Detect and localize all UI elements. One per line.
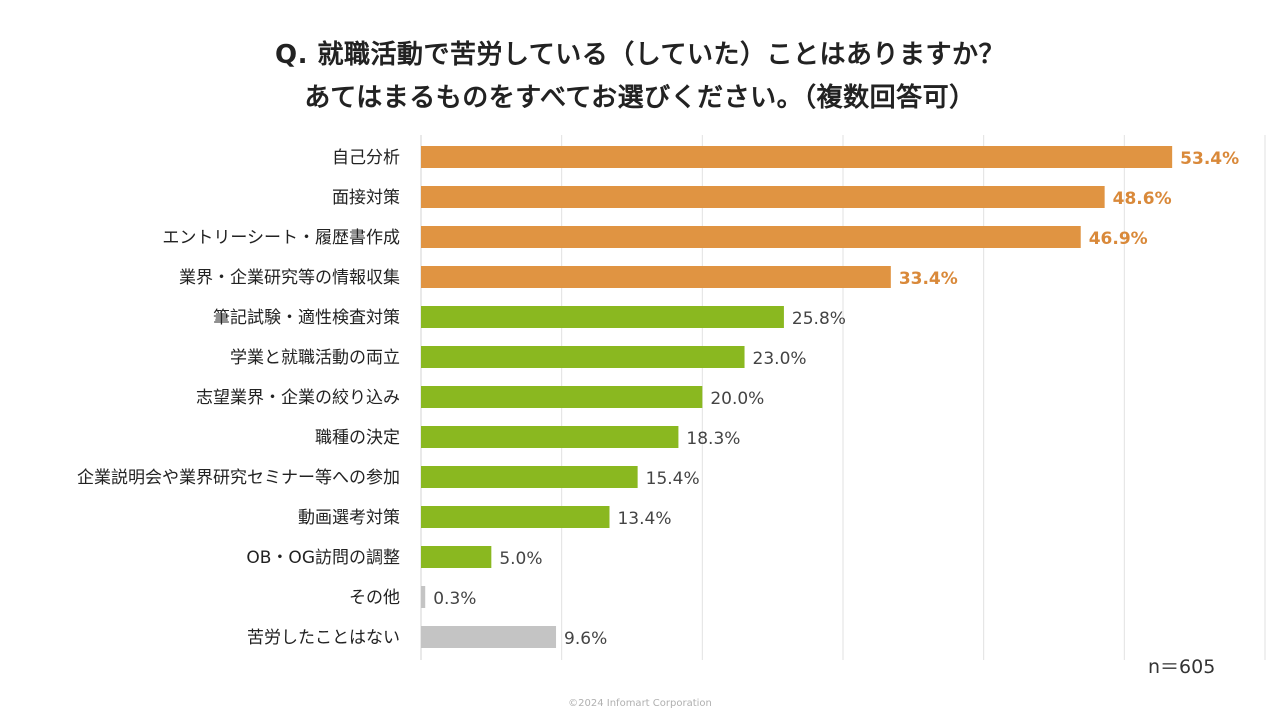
- category-label: OB・OG訪問の調整: [246, 548, 400, 568]
- bar: [421, 546, 492, 568]
- bar: [421, 186, 1105, 208]
- bar: [421, 626, 557, 648]
- value-label: 0.3%: [433, 589, 476, 609]
- value-label: 13.4%: [617, 509, 671, 529]
- category-label: 志望業界・企業の絞り込み: [196, 388, 400, 408]
- bar: [421, 306, 784, 328]
- category-label: 企業説明会や業界研究セミナー等への参加: [77, 468, 400, 488]
- value-label: 20.0%: [710, 389, 764, 409]
- sample-size: n＝605: [1148, 656, 1216, 678]
- bar: [421, 346, 745, 368]
- bar: [421, 266, 891, 288]
- bar: [421, 586, 426, 608]
- category-label: エントリーシート・履歴書作成: [162, 228, 400, 248]
- value-label: 33.4%: [899, 269, 958, 289]
- category-labels: 自己分析面接対策エントリーシート・履歴書作成業界・企業研究等の情報収集筆記試験・…: [77, 148, 400, 648]
- category-label: 学業と就職活動の両立: [230, 348, 400, 368]
- category-label: 職種の決定: [315, 428, 400, 448]
- value-label: 9.6%: [564, 629, 607, 649]
- bars: [421, 146, 1173, 648]
- chart-title-line-1: Q. 就職活動で苦労している（していた）ことはありますか？: [275, 40, 1005, 70]
- value-label: 18.3%: [686, 429, 740, 449]
- bar: [421, 466, 638, 488]
- value-label: 5.0%: [499, 549, 542, 569]
- footer-copyright: ©2024 Infomart Corporation: [568, 698, 712, 709]
- bar: [421, 506, 610, 528]
- category-label: 筆記試験・適性検査対策: [213, 308, 400, 328]
- category-label: 苦労したことはない: [247, 628, 400, 648]
- bar: [421, 226, 1081, 248]
- value-label: 23.0%: [753, 349, 807, 369]
- value-label: 53.4%: [1180, 149, 1239, 169]
- value-label: 48.6%: [1113, 189, 1172, 209]
- category-label: 面接対策: [332, 188, 400, 208]
- value-labels: 53.4% 48.6% 46.9% 33.4% 25.8% 23.0% 20.0% 18.3%…: [433, 149, 1239, 649]
- category-label: 自己分析: [332, 148, 400, 168]
- category-label: 業界・企業研究等の情報収集: [179, 268, 400, 288]
- category-label: 動画選考対策: [298, 508, 400, 528]
- category-label: その他: [349, 588, 400, 608]
- value-label: 25.8%: [792, 309, 846, 329]
- bar: [421, 386, 703, 408]
- value-label: 46.9%: [1089, 229, 1148, 249]
- value-label: 15.4%: [646, 469, 700, 489]
- bar: [421, 146, 1173, 168]
- chart-title-line-2: あてはまるものをすべてお選びください。（複数回答可）: [304, 83, 976, 113]
- bar: [421, 426, 679, 448]
